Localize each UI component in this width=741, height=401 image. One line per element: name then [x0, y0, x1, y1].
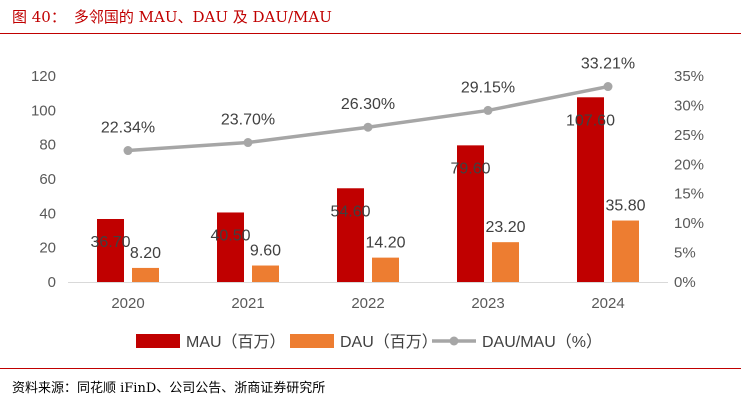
dau-bar	[252, 265, 279, 282]
right-axis-tick-label: 0%	[674, 274, 696, 291]
ratio-point	[363, 122, 373, 132]
ratio-point	[603, 82, 613, 92]
ratio-data-label: 29.15%	[461, 79, 515, 96]
legend-label-dau: DAU（百万）	[340, 333, 438, 351]
dau-bar	[492, 242, 519, 282]
ratio-data-label: 22.34%	[101, 120, 155, 137]
figure-footer: 资料来源：同花顺 iFinD、公司公告、浙商证券研究所	[0, 368, 741, 401]
dau-data-label: 14.20	[365, 235, 405, 252]
x-axis-labels: 2020 2021 2022 2023 2024	[111, 295, 624, 312]
right-axis-tick-label: 20%	[674, 156, 704, 173]
legend-swatch-dau	[290, 334, 334, 348]
ratio-data-label: 23.70%	[221, 112, 275, 129]
ratio-data-label: 33.21%	[581, 56, 635, 73]
legend: MAU（百万） DAU（百万） DAU/MAU（%）	[136, 333, 602, 351]
mau-data-label: 54.60	[330, 203, 370, 220]
figure-number: 图 40：	[12, 8, 66, 26]
mau-bar	[337, 188, 364, 282]
mau-data-label: 36.70	[90, 234, 130, 251]
dau-bar	[372, 257, 399, 282]
ratio-point	[243, 138, 253, 148]
left-axis-tick-label: 0	[48, 274, 56, 291]
source-note: 资料来源：同花顺 iFinD、公司公告、浙商证券研究所	[12, 381, 326, 396]
mau-bar	[97, 218, 124, 282]
mau-bar	[577, 97, 604, 282]
right-axis-tick-label: 15%	[674, 186, 704, 203]
dau-data-label: 9.60	[250, 243, 281, 260]
mau-data-label: 107.60	[566, 112, 615, 129]
x-axis-tick-label: 2020	[111, 295, 144, 312]
ratio-data-label: 26.30%	[341, 96, 395, 113]
figure-title: 多邻国的 MAU、DAU 及 DAU/MAU	[73, 8, 332, 26]
left-axis-tick-label: 120	[31, 68, 56, 85]
ratio-point	[123, 146, 133, 156]
right-axis-tick-label: 5%	[674, 245, 696, 262]
legend-marker-ratio	[449, 336, 459, 346]
dau-bar	[612, 220, 639, 282]
mau-bar	[457, 145, 484, 282]
x-axis-tick-label: 2021	[231, 295, 264, 312]
ratio-point	[483, 105, 493, 115]
right-axis: 0% 5% 10% 15% 20% 25% 30% 35%	[674, 68, 704, 291]
dau-bar	[132, 267, 159, 282]
left-axis: 0 20 40 60 80 100 120	[31, 68, 56, 291]
chart: 0 20 40 60 80 100 120 0% 5% 10% 15% 20% 25% 30% 35% 3…	[31, 56, 704, 351]
dau-data-label: 35.80	[605, 198, 645, 215]
right-axis-tick-label: 30%	[674, 97, 704, 114]
ratio-line-layer: 22.34% 23.70% 26.30% 29.15% 33.21%	[101, 56, 635, 156]
x-axis-tick-label: 2022	[351, 295, 384, 312]
figure-title-line: 图 40： 多邻国的 MAU、DAU 及 DAU/MAU	[12, 6, 332, 27]
left-axis-tick-label: 40	[39, 205, 56, 222]
right-axis-tick-label: 25%	[674, 127, 704, 144]
legend-label-mau: MAU（百万）	[186, 333, 286, 351]
dau-data-label: 8.20	[130, 245, 161, 262]
mau-bar	[217, 212, 244, 282]
x-axis-tick-label: 2024	[591, 295, 624, 312]
figure-header: 图 40： 多邻国的 MAU、DAU 及 DAU/MAU	[0, 0, 741, 34]
left-axis-tick-label: 80	[39, 137, 56, 154]
mau-data-label: 79.60	[450, 160, 490, 177]
dau-data-label: 23.20	[485, 219, 525, 236]
bars: 36.708.20 40.509.60 54.60 14.20 79.60 23.20 10…	[90, 97, 646, 282]
legend-label-ratio: DAU/MAU（%）	[482, 333, 602, 351]
left-axis-tick-label: 20	[39, 240, 56, 257]
left-axis-tick-label: 100	[31, 102, 56, 119]
right-axis-tick-label: 10%	[674, 215, 704, 232]
mau-data-label: 40.50	[210, 227, 250, 244]
x-axis-tick-label: 2023	[471, 295, 504, 312]
right-axis-tick-label: 35%	[674, 68, 704, 85]
legend-swatch-mau	[136, 334, 180, 348]
left-axis-tick-label: 60	[39, 171, 56, 188]
